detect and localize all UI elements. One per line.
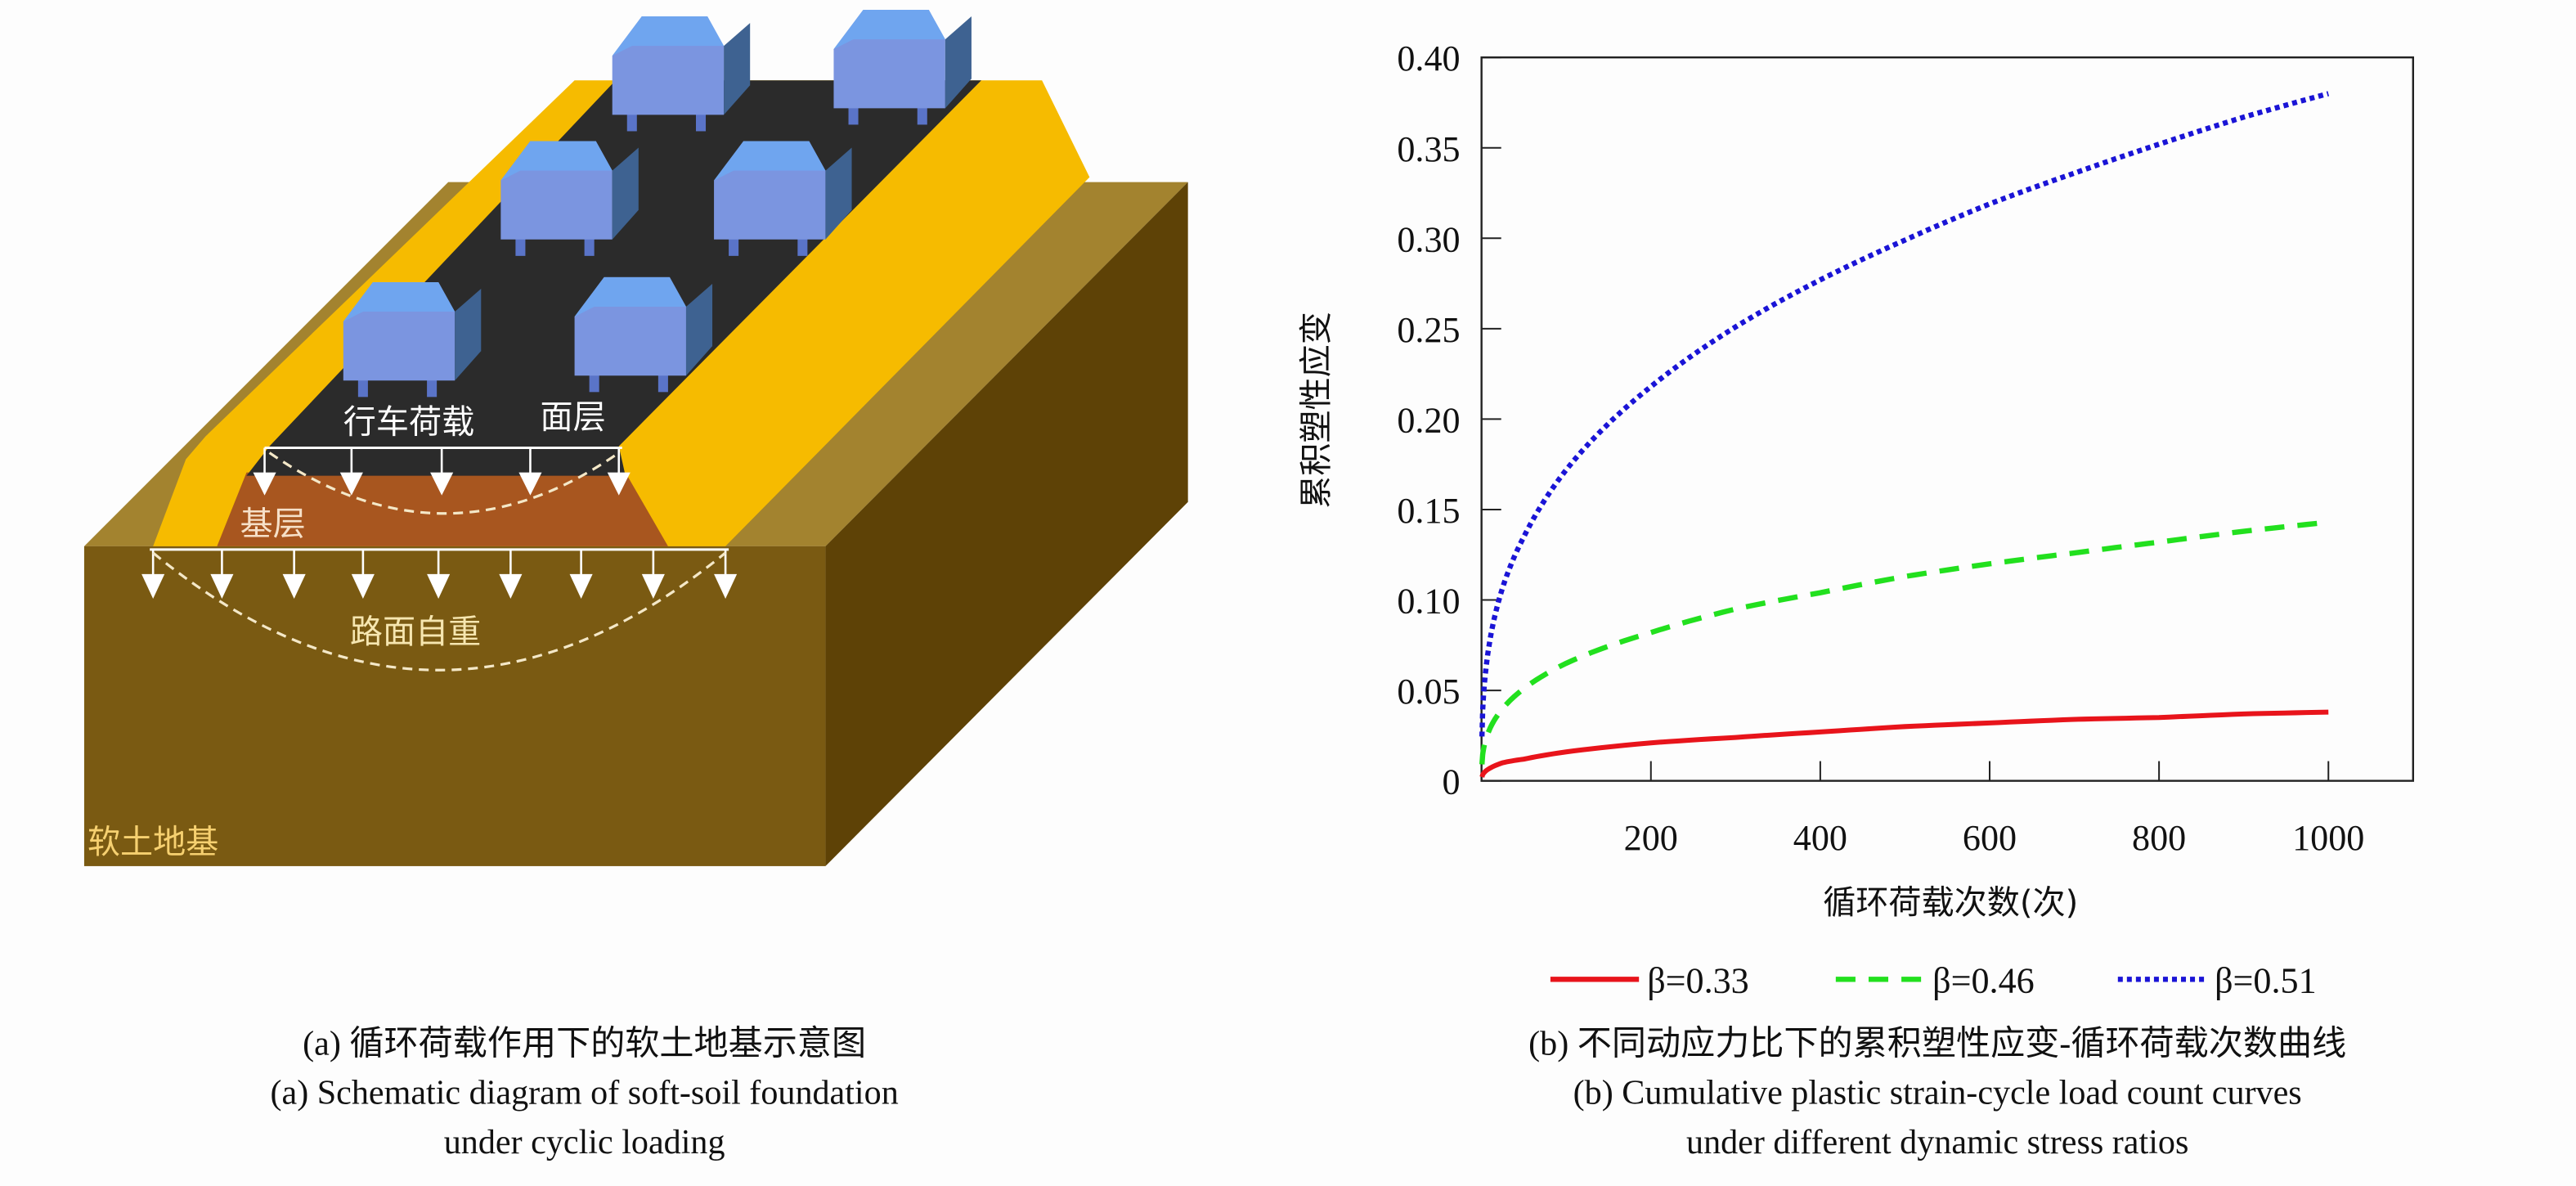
label-pavement-self-weight: 路面自重 [350, 613, 481, 651]
vehicle [500, 141, 639, 256]
x-tick-label: 1000 [2292, 818, 2364, 858]
x-tick-label: 200 [1624, 818, 1678, 858]
load-arrow-icon [351, 573, 375, 600]
caption-b-english-1: (b) Cumulative plastic strain-cycle load… [1573, 1074, 2302, 1112]
vehicle [612, 16, 751, 132]
legend-label: β=0.51 [2215, 960, 2317, 1000]
vehicle-roof [574, 276, 686, 317]
caption-a-english-1: (a) Schematic diagram of soft-soil found… [270, 1074, 898, 1112]
y-tick-label: 0.05 [1397, 672, 1460, 712]
vehicle-roof [714, 141, 826, 181]
load-arrow-icon [569, 573, 593, 600]
vehicle-side [825, 147, 852, 240]
vehicle-side [724, 23, 751, 115]
caption-a-chinese: (a) 循环荷载作用下的软土地基示意图 [303, 1025, 866, 1063]
load-arrow-icon [641, 573, 665, 600]
load-arrow-icon [253, 472, 276, 496]
legend: β=0.33 β=0.46 β=0.51 [1550, 960, 2317, 1000]
vehicle-side [455, 288, 482, 381]
vehicle-roof [500, 141, 613, 181]
y-tick-label: 0.15 [1397, 491, 1460, 531]
vehicle [343, 281, 482, 398]
load-arrow-icon [714, 573, 738, 600]
soil-side-face [825, 182, 1188, 866]
label-vehicle-load: 行车荷载 [343, 403, 474, 441]
vehicle-side [612, 147, 639, 240]
y-tick-label: 0.25 [1397, 310, 1460, 350]
load-arrow-icon [430, 472, 454, 496]
y-tick-label: 0.10 [1397, 582, 1460, 622]
upper-stress-bulb [268, 451, 620, 515]
caption-a-english-2: under cyclic loading [444, 1123, 725, 1161]
vehicle-roof [833, 10, 945, 50]
x-tick-label: 400 [1793, 818, 1847, 858]
vehicle [574, 276, 713, 393]
y-tick-label: 0 [1443, 762, 1461, 802]
load-arrow-icon [518, 472, 542, 496]
y-tick-label: 0.20 [1397, 400, 1460, 440]
load-arrow-icon [282, 573, 306, 600]
x-tick-label: 600 [1963, 818, 2017, 858]
vehicle-side [945, 16, 972, 109]
soil-front-face [83, 546, 826, 866]
vehicle [714, 141, 852, 256]
y-tick-label: 0.40 [1397, 38, 1460, 79]
base-layer [217, 472, 668, 546]
vehicle-roof [343, 281, 456, 322]
series-line-1 [1479, 709, 2329, 778]
load-arrow-icon [339, 472, 363, 496]
series-line-3 [1479, 91, 2330, 737]
legend-label: β=0.33 [1647, 960, 1749, 1000]
strain-chart: 0 0.05 0.10 0.15 0.20 0.25 0.30 0.35 0.40 200 400… [1298, 38, 2414, 1000]
vehicle [833, 10, 972, 125]
y-axis-label: 累积塑性应变 [1298, 312, 1335, 509]
lower-stress-bulb [152, 551, 727, 672]
label-soft-soil-foundation: 软土地基 [88, 824, 218, 861]
vehicle-side [685, 283, 713, 376]
x-tick-label: 800 [2132, 818, 2186, 858]
y-tick-label: 0.35 [1397, 129, 1460, 169]
soft-soil-diagram: 行车荷载 面层 基层 路面自重 软土地基 [83, 10, 1188, 866]
load-arrow-icon [141, 573, 165, 600]
series-line-2 [1479, 519, 2329, 765]
load-arrow-icon [607, 472, 631, 496]
caption-b-english-2: under different dynamic stress ratios [1686, 1123, 2188, 1161]
label-base-layer: 基层 [240, 505, 305, 543]
load-arrow-icon [499, 573, 523, 600]
vehicle-roof [612, 16, 725, 56]
x-axis-label: 循环荷载次数(次) [1823, 884, 2078, 922]
y-tick-label: 0.30 [1397, 219, 1460, 259]
caption-b-chinese: (b) 不同动应力比下的累积塑性应变-循环荷载次数曲线 [1528, 1025, 2346, 1063]
legend-label: β=0.46 [1932, 960, 2035, 1000]
label-surface-layer: 面层 [540, 398, 605, 436]
load-arrow-icon [427, 573, 451, 600]
load-arrow-icon [210, 573, 234, 600]
